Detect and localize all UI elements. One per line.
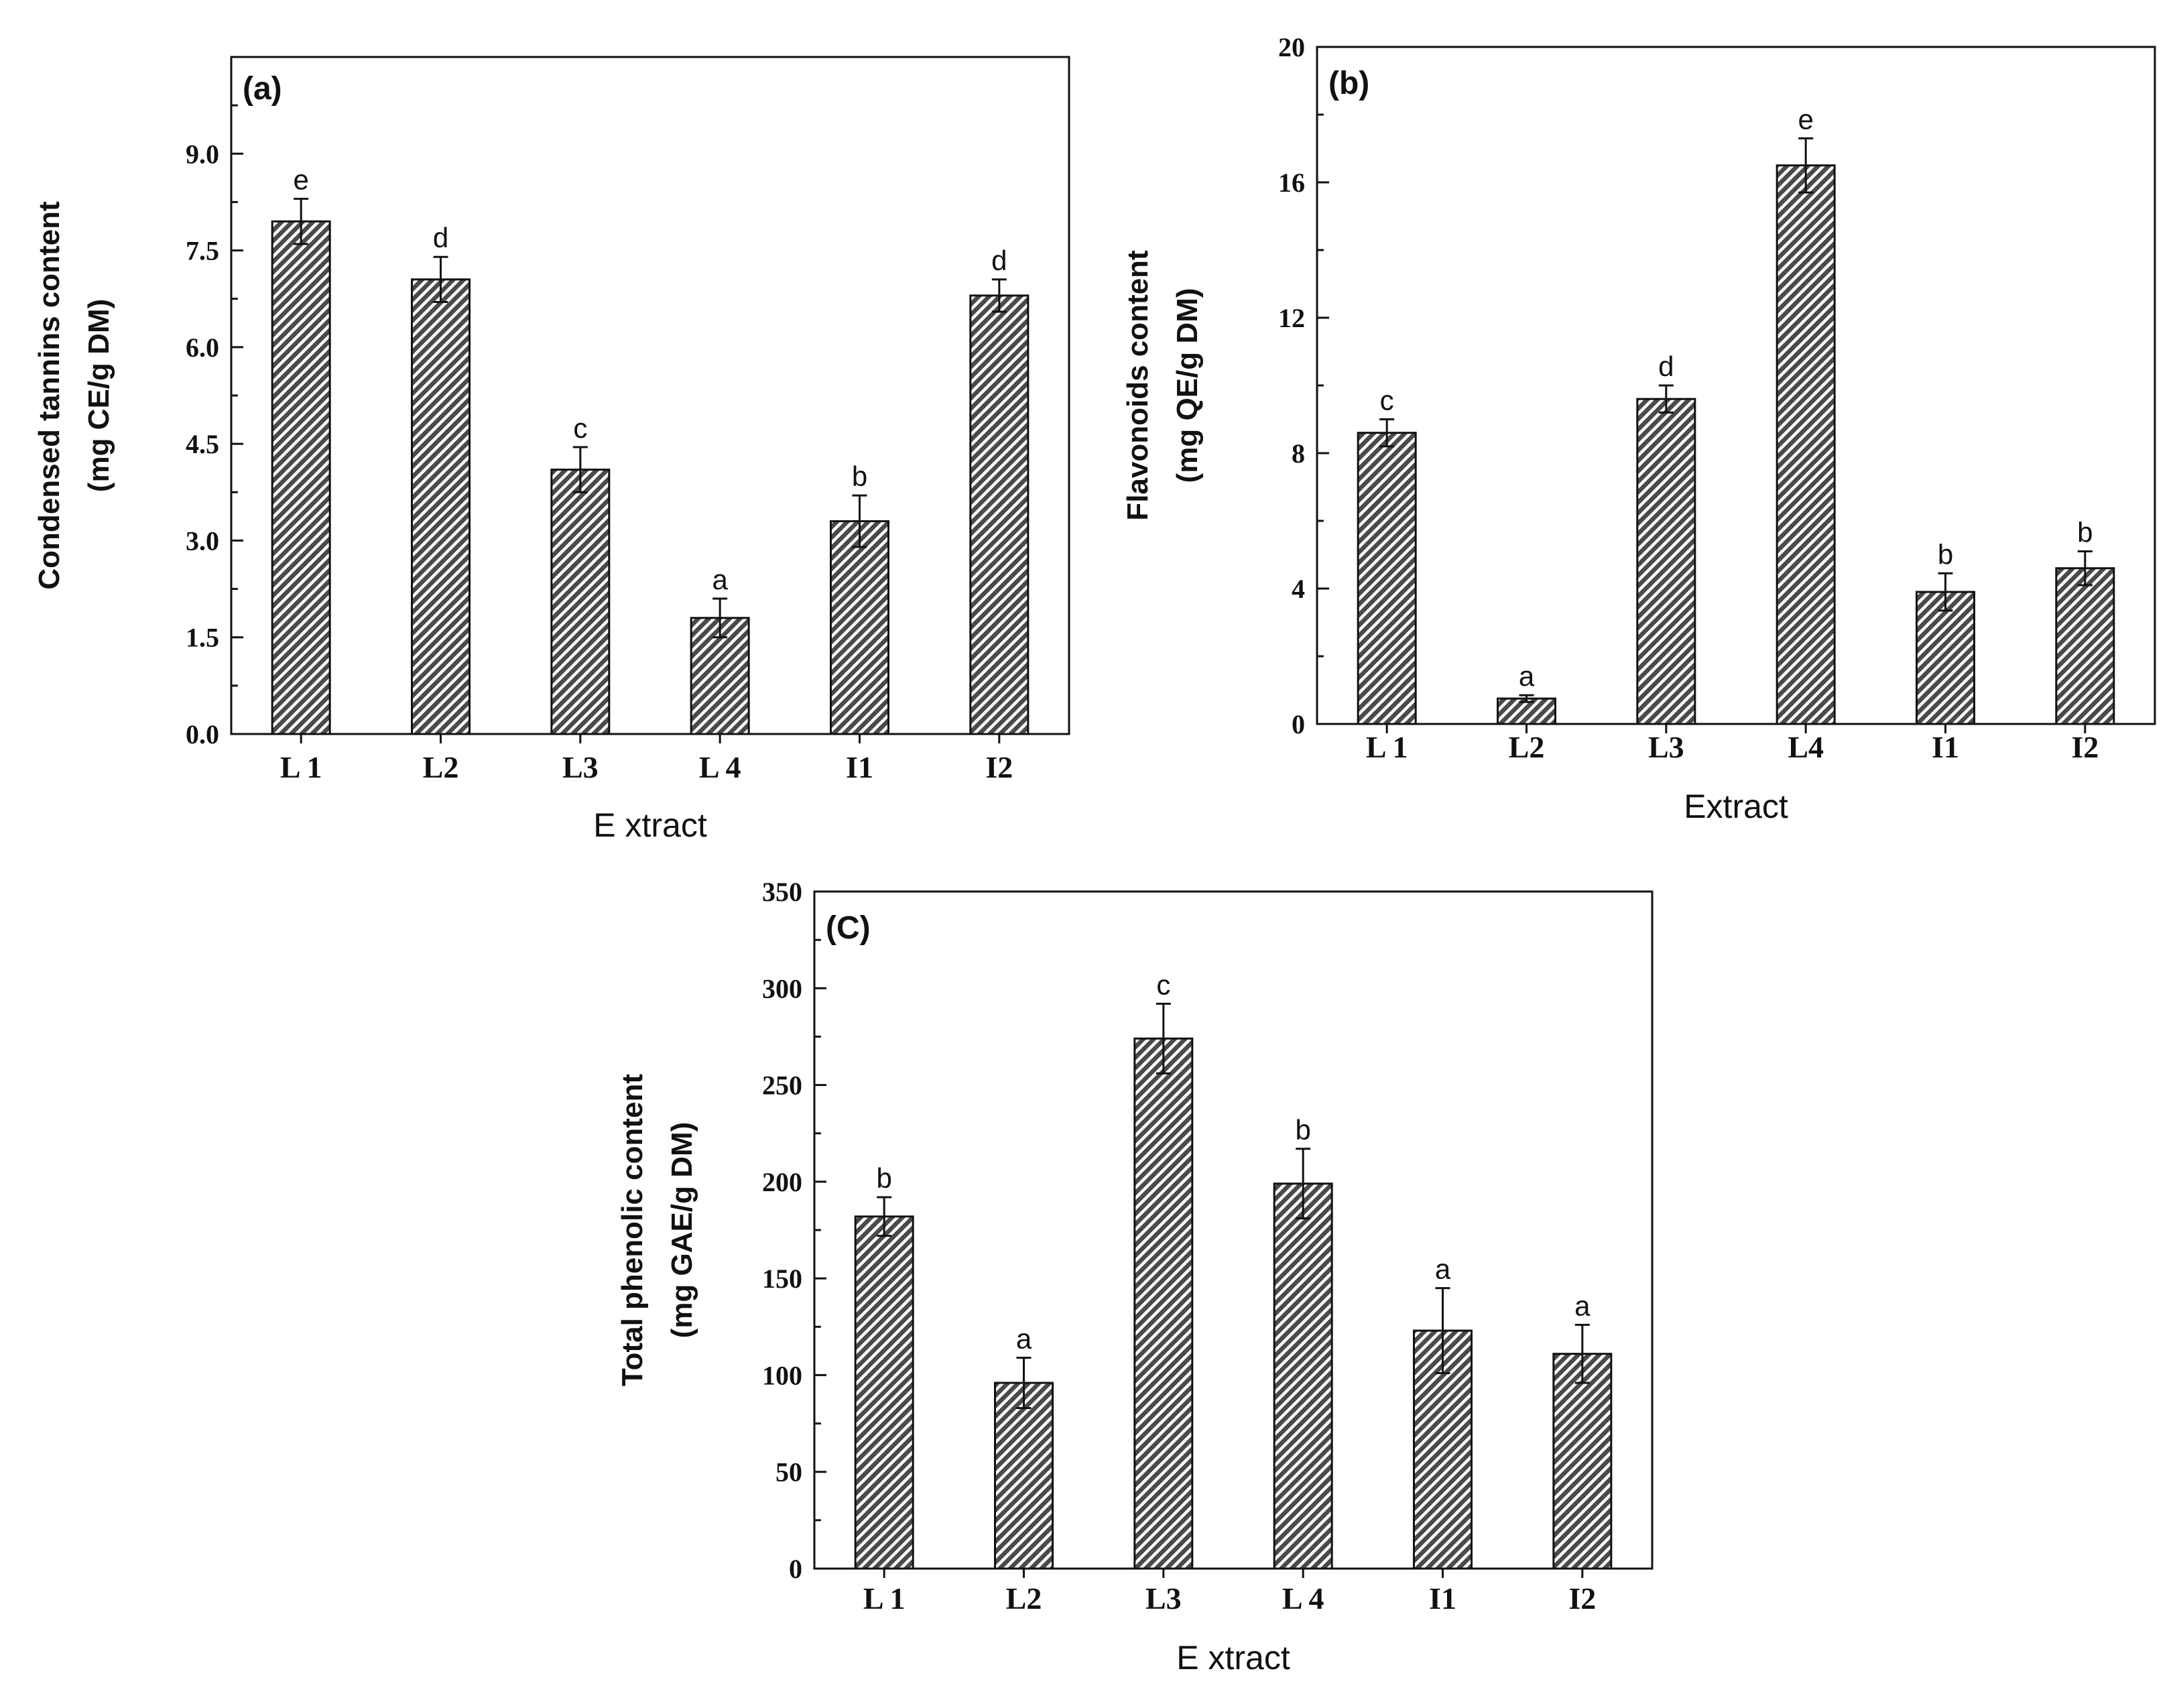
bar (2055, 567, 2115, 725)
y-tick-label: 150 (762, 1264, 802, 1294)
bar (994, 1382, 1054, 1570)
x-tick-label: L 4 (699, 750, 741, 784)
bar (1636, 398, 1696, 725)
significance-letter: b (1295, 1114, 1310, 1146)
significance-letter: e (1798, 103, 1813, 135)
x-tick-label: L 1 (280, 750, 322, 784)
x-tick-label: I1 (1429, 1581, 1456, 1615)
y-axis-title: (mg QE/g DM) (1171, 288, 1204, 483)
significance-letter: a (1574, 1290, 1591, 1321)
y-tick-label: 50 (775, 1457, 802, 1487)
y-axis-title: (mg CE/g DM) (82, 299, 115, 492)
bar (1133, 1037, 1194, 1570)
y-tick-label: 4.5 (186, 429, 219, 459)
y-tick-label: 350 (762, 877, 802, 907)
y-tick-label: 0.0 (186, 719, 219, 749)
y-tick-label: 4 (1292, 574, 1305, 604)
bar (411, 278, 471, 735)
y-tick-label: 8 (1292, 438, 1305, 469)
plot-frame (813, 890, 1654, 1570)
y-tick-label: 300 (762, 973, 802, 1003)
x-tick-label: L3 (562, 750, 599, 784)
significance-letter: b (2077, 516, 2093, 548)
chart-panel-b: 0 4 8 12 16 20 c L 1 a L2 d L3 e L4 b I1 b I2 (b) Extract Fl… (1121, 32, 2156, 825)
y-tick-label: 16 (1278, 168, 1305, 198)
x-tick-label: L 1 (863, 1581, 906, 1615)
x-tick-label: L 4 (1282, 1581, 1324, 1615)
x-tick-label: I1 (1932, 730, 1959, 764)
significance-letter: c (1156, 969, 1170, 1000)
significance-letter: c (573, 412, 587, 444)
significance-letter: a (1016, 1323, 1032, 1354)
x-tick-label: L2 (423, 750, 459, 784)
y-tick-label: 6.0 (186, 332, 219, 363)
x-axis-title: Extract (1684, 788, 1788, 825)
significance-letter: d (1658, 351, 1674, 382)
x-tick-label: I2 (1568, 1581, 1596, 1615)
y-tick-label: 1.5 (186, 623, 219, 653)
y-tick-label: 250 (762, 1071, 802, 1101)
y-tick-label: 9.0 (186, 139, 219, 169)
x-tick-label: I2 (2071, 730, 2099, 764)
bar (1552, 1353, 1613, 1570)
x-tick-label: I1 (846, 750, 873, 784)
x-tick-label: I2 (985, 750, 1013, 784)
significance-letter: b (876, 1162, 891, 1194)
y-tick-label: 100 (762, 1360, 802, 1390)
y-tick-label: 3.0 (186, 526, 219, 556)
chart-panel-a: 0.0 1.5 3.0 4.5 6.0 7.5 9.0 e L 1 d L2 c L3 a L 4 b I1 d I… (33, 56, 1070, 844)
x-tick-label: L2 (1509, 730, 1545, 764)
bar (550, 469, 611, 735)
bar (969, 294, 1030, 735)
significance-letter: a (1435, 1254, 1451, 1285)
significance-letter: b (852, 461, 867, 492)
x-tick-label: L2 (1006, 1581, 1042, 1615)
x-tick-label: L3 (1145, 1581, 1182, 1615)
panel-label: (b) (1328, 66, 1369, 101)
panel-label: (a) (243, 71, 282, 107)
bar (1357, 432, 1417, 725)
significance-letter: a (712, 564, 728, 595)
y-tick-label: 200 (762, 1167, 802, 1197)
bar (1776, 164, 1836, 725)
y-tick-label: 0 (789, 1554, 802, 1584)
significance-letter: c (1380, 385, 1394, 416)
y-tick-label: 12 (1278, 303, 1305, 333)
x-tick-label: L3 (1648, 730, 1684, 764)
chart-panel-c: 0 50 100 150 200 250 300 350 b L 1 a L2 c L3 b L 4 a I1 a I… (616, 877, 1654, 1676)
x-tick-label: L4 (1788, 730, 1824, 764)
x-axis-title: E xtract (1176, 1639, 1290, 1676)
y-axis-title: Flavonoids content (1121, 250, 1154, 521)
bar (830, 520, 889, 735)
panel-label: (C) (826, 910, 871, 946)
y-axis-title: Condensed tannins content (33, 201, 66, 590)
significance-letter: e (293, 164, 308, 196)
x-tick-label: L 1 (1366, 730, 1408, 764)
bar (271, 220, 331, 735)
plot-frame (230, 56, 1070, 735)
y-axis-title: (mg GAE/g DM) (666, 1122, 698, 1339)
plot-frame (1316, 46, 2156, 725)
significance-letter: d (433, 222, 448, 253)
x-axis-title: E xtract (593, 806, 707, 844)
y-axis-title: Total phenolic content (616, 1074, 649, 1386)
y-tick-label: 0 (1292, 709, 1305, 739)
significance-letter: a (1519, 660, 1535, 692)
bar (1273, 1182, 1333, 1570)
significance-letter: d (991, 245, 1007, 276)
bar (1916, 591, 1975, 725)
significance-letter: b (1938, 538, 1953, 570)
y-tick-label: 20 (1278, 32, 1305, 62)
bar (854, 1215, 914, 1570)
y-tick-label: 7.5 (186, 236, 219, 266)
